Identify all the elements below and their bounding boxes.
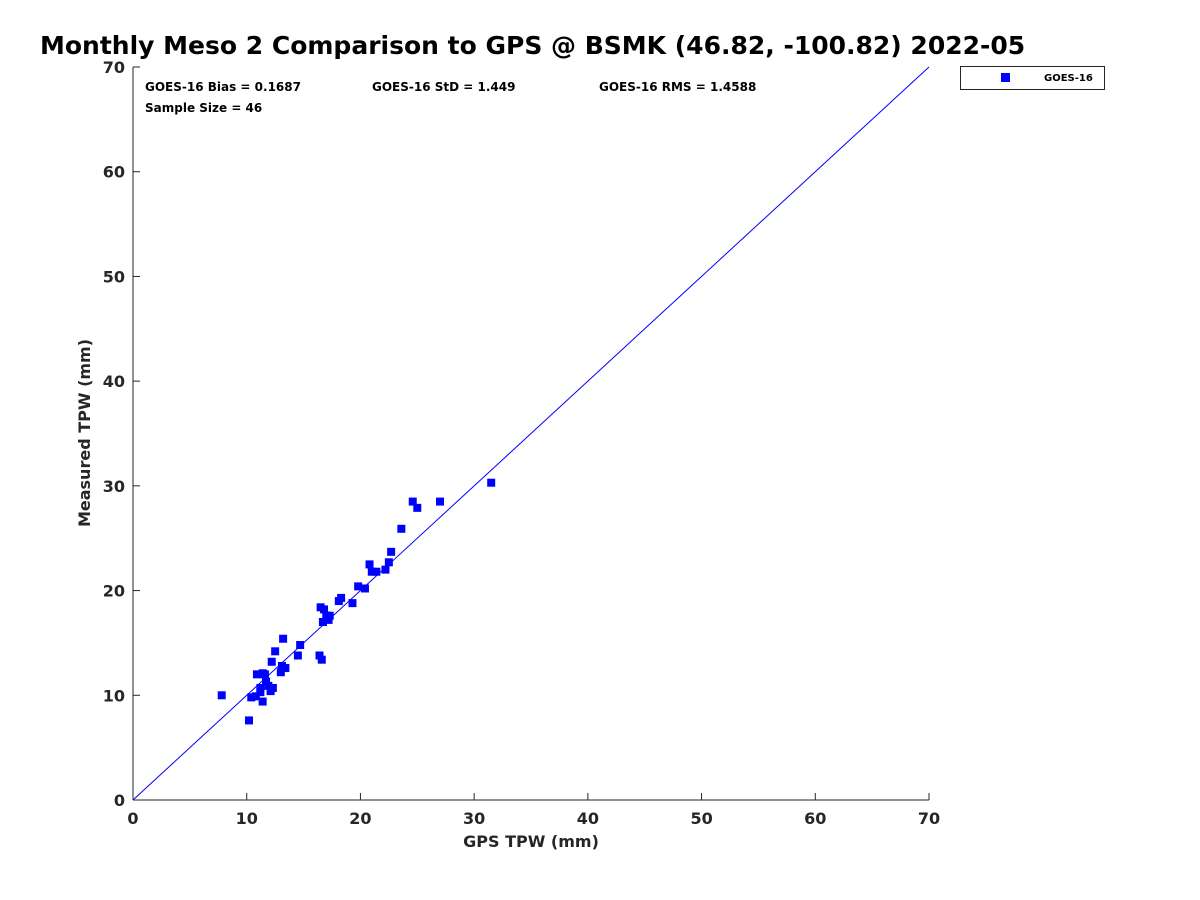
- data-point: [337, 593, 346, 602]
- legend-label: GOES-16: [1044, 73, 1093, 84]
- data-point: [244, 716, 253, 725]
- data-point: [256, 688, 265, 697]
- data-point: [247, 693, 256, 702]
- data-point: [324, 615, 333, 624]
- data-point: [260, 670, 269, 679]
- data-point: [276, 668, 285, 677]
- y-tick-label: 10: [103, 686, 125, 705]
- data-point: [367, 567, 376, 576]
- data-point: [317, 655, 326, 664]
- chart-title: Monthly Meso 2 Comparison to GPS @ BSMK …: [40, 31, 1025, 60]
- data-point: [408, 497, 417, 506]
- x-tick-label: 30: [463, 809, 485, 828]
- data-point: [267, 657, 276, 666]
- x-tick-label: 40: [577, 809, 599, 828]
- data-point: [381, 565, 390, 574]
- stat-std: GOES-16 StD = 1.449: [372, 80, 515, 94]
- plot-area: [132, 67, 929, 801]
- data-point: [348, 599, 357, 608]
- data-points: [217, 478, 496, 725]
- data-point: [365, 560, 374, 569]
- data-point: [256, 683, 265, 692]
- data-point: [318, 617, 327, 626]
- y-tick-label: 30: [103, 477, 125, 496]
- y-tick-label: 0: [114, 791, 125, 810]
- data-point: [264, 681, 273, 690]
- y-tick-label: 50: [103, 267, 125, 286]
- x-axis-label: GPS TPW (mm): [463, 832, 599, 851]
- x-tick-label: 60: [804, 809, 826, 828]
- data-point: [293, 651, 302, 660]
- data-point: [279, 634, 288, 643]
- x-tick-label: 10: [236, 809, 258, 828]
- data-point: [384, 558, 393, 567]
- data-point: [281, 664, 290, 673]
- x-tick-label: 50: [690, 809, 712, 828]
- x-tick-label: 20: [349, 809, 371, 828]
- data-point: [436, 497, 445, 506]
- y-tick-label: 60: [103, 163, 125, 182]
- data-point: [262, 677, 271, 686]
- legend-marker: [1001, 73, 1010, 82]
- data-point: [296, 641, 305, 650]
- data-point: [268, 683, 277, 692]
- data-point: [354, 582, 363, 591]
- data-point: [217, 691, 226, 700]
- data-point: [258, 697, 267, 706]
- data-point: [325, 611, 334, 620]
- legend: GOES-16: [960, 66, 1105, 90]
- data-point: [372, 567, 381, 576]
- data-point: [387, 547, 396, 556]
- data-point: [360, 584, 369, 593]
- stat-sample-size: Sample Size = 46: [145, 101, 262, 115]
- axis-ticks: 0 10 20 30 40 50 60 70 0 10 20 30 40 50 60 70: [103, 58, 940, 828]
- y-axis-label: Measured TPW (mm): [75, 339, 94, 527]
- data-point: [397, 524, 406, 533]
- one-to-one-line: [132, 66, 930, 801]
- data-point: [315, 651, 324, 660]
- data-point: [252, 670, 261, 679]
- data-point: [251, 692, 260, 701]
- data-point: [320, 605, 329, 614]
- y-tick-label: 40: [103, 372, 125, 391]
- y-tick-label: 20: [103, 582, 125, 601]
- stat-rms: GOES-16 RMS = 1.4588: [599, 80, 756, 94]
- x-tick-label: 0: [127, 809, 138, 828]
- legend-box: [960, 66, 1105, 90]
- reference-line-group: [132, 66, 930, 801]
- data-point: [271, 647, 280, 656]
- stat-bias: GOES-16 Bias = 0.1687: [145, 80, 301, 94]
- x-tick-label: 70: [918, 809, 940, 828]
- data-point: [487, 478, 496, 487]
- data-point: [413, 503, 422, 512]
- y-tick-label: 70: [103, 58, 125, 77]
